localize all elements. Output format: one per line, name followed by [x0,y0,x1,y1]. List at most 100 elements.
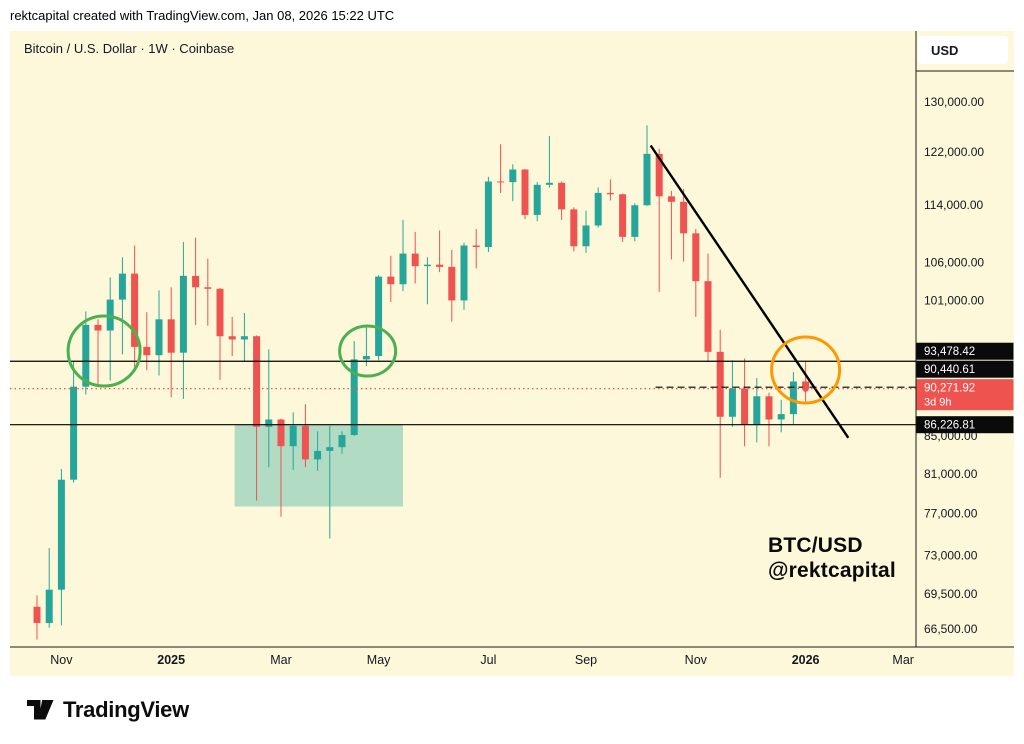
candle-body-down [448,266,456,301]
candle-body-down [704,281,712,352]
candle-body-up [326,447,334,451]
time-axis-label[interactable]: Mar [270,653,292,667]
candle-body-up [338,435,346,448]
candle-body-down [472,245,480,247]
candle-body-up [777,414,785,420]
candle-body-up [533,184,541,215]
candle-body-down [802,381,810,389]
candle-body-up [265,419,273,427]
price-axis-label: 106,000.00 [924,255,984,269]
tradingview-brand[interactable]: TradingView [63,697,189,722]
candle-body-up [545,182,553,185]
attribution-bar: rektcapital created with TradingView.com… [0,0,1024,31]
chart-legend[interactable]: Bitcoin / U.S. Dollar · 1W · Coinbase [24,41,235,56]
candle-body-down [277,419,285,447]
green-circle-apr-2025-annotation [338,324,398,378]
candle-body-up [314,450,322,460]
price-axis-label: 69,500.00 [924,587,978,601]
time-axis-label[interactable]: Nov [685,653,708,667]
candle-body-down [606,192,614,195]
price-level-badge [916,342,1014,360]
candle-body-up [82,324,90,387]
candle-body-down [716,351,724,417]
candle-body-up [594,192,602,226]
price-level-badge [916,360,1014,378]
price-axis-label: 66,500.00 [924,622,978,636]
price-level-badge-label: 93,478.42 [924,346,975,358]
candlestick-chart[interactable]: 130,000.00 122,000.00 114,000.00 106,000.00… [10,31,1014,676]
candle-body-down [667,196,675,202]
tradingview-logo-icon[interactable] [27,700,54,720]
candle-body-up [375,276,383,357]
candle-body-down [167,319,175,353]
candle-body-down [692,233,700,282]
time-axis-label[interactable]: Jul [480,653,496,667]
candle-body-up [45,589,53,623]
candle-body-up [789,381,797,415]
candle-body-up [484,181,492,247]
footer: TradingView [0,676,1024,744]
price-axis-label: 81,000.00 [924,467,978,481]
candle-body-down [497,181,505,183]
candle-body-up [362,356,370,360]
candle-body-down [33,606,41,623]
candle-body-up [423,264,431,267]
price-axis-label: 73,000.00 [924,549,978,563]
candle-body-down [680,201,688,234]
candle-body-up [289,425,297,447]
watermark: BTC/USD @rektcapital [768,533,896,583]
time-axis-label[interactable]: Nov [50,653,73,667]
candle-body-down [143,346,151,356]
time-axis-label[interactable]: Sep [575,653,597,667]
candle-body-down [216,288,224,337]
candle-body-up [631,205,639,237]
candle-body-down [411,253,419,267]
time-axis-label[interactable]: 2025 [157,653,185,667]
candle-body-down [253,336,261,427]
attribution-text: rektcapital created with TradingView.com… [10,8,395,23]
candle-body-down [436,264,444,267]
candle-body-up [399,253,407,285]
candle-body-down [741,388,749,425]
chart-area: 130,000.00 122,000.00 114,000.00 106,000.00… [10,31,1014,676]
price-level-badge-label: 86,226.81 [924,420,975,432]
candle-body-down [192,275,200,288]
price-level-badge-label: 90,440.61 [924,364,975,376]
current-price-badge-countdown: 3d 9h [924,397,952,409]
candle-body-up [460,245,468,301]
time-axis-label[interactable]: Mar [892,653,914,667]
green-circle-nov-2024-annotation [66,314,142,388]
price-level-badge [916,416,1014,434]
candle-body-up [582,225,590,247]
price-axis-label: 101,000.00 [924,293,984,307]
last-price-marker [802,385,809,392]
candle-body-up [118,273,126,300]
price-axis-label: 130,000.00 [924,95,984,109]
candle-body-down [521,169,529,215]
candle-body-down [94,324,102,331]
accumulation-box [234,424,403,507]
time-axis-label[interactable]: May [367,653,391,667]
candle-body-up [155,319,163,356]
candle-body-up [643,153,651,206]
candle-body-up [350,359,358,436]
candle-body-down [619,194,627,237]
candle-body-down [765,396,773,420]
candle-body-down [558,182,566,210]
price-axis-label: 122,000.00 [924,145,984,159]
currency-toggle-button[interactable]: USD [918,36,1008,64]
candle-body-up [728,388,736,417]
candle-body-up [70,386,78,480]
downtrend-line [649,144,850,439]
candle-body-down [228,336,236,340]
candle-body-up [240,336,248,340]
candle-body-down [301,425,309,460]
candle-body-up [509,169,517,183]
time-axis-label[interactable]: 2026 [792,653,820,667]
price-axis-label: 77,000.00 [924,507,978,521]
current-price-badge [916,379,1014,411]
candle-body-down [655,153,663,197]
watermark-handle: @rektcapital [768,559,896,582]
orange-circle-current-annotation [770,335,842,405]
